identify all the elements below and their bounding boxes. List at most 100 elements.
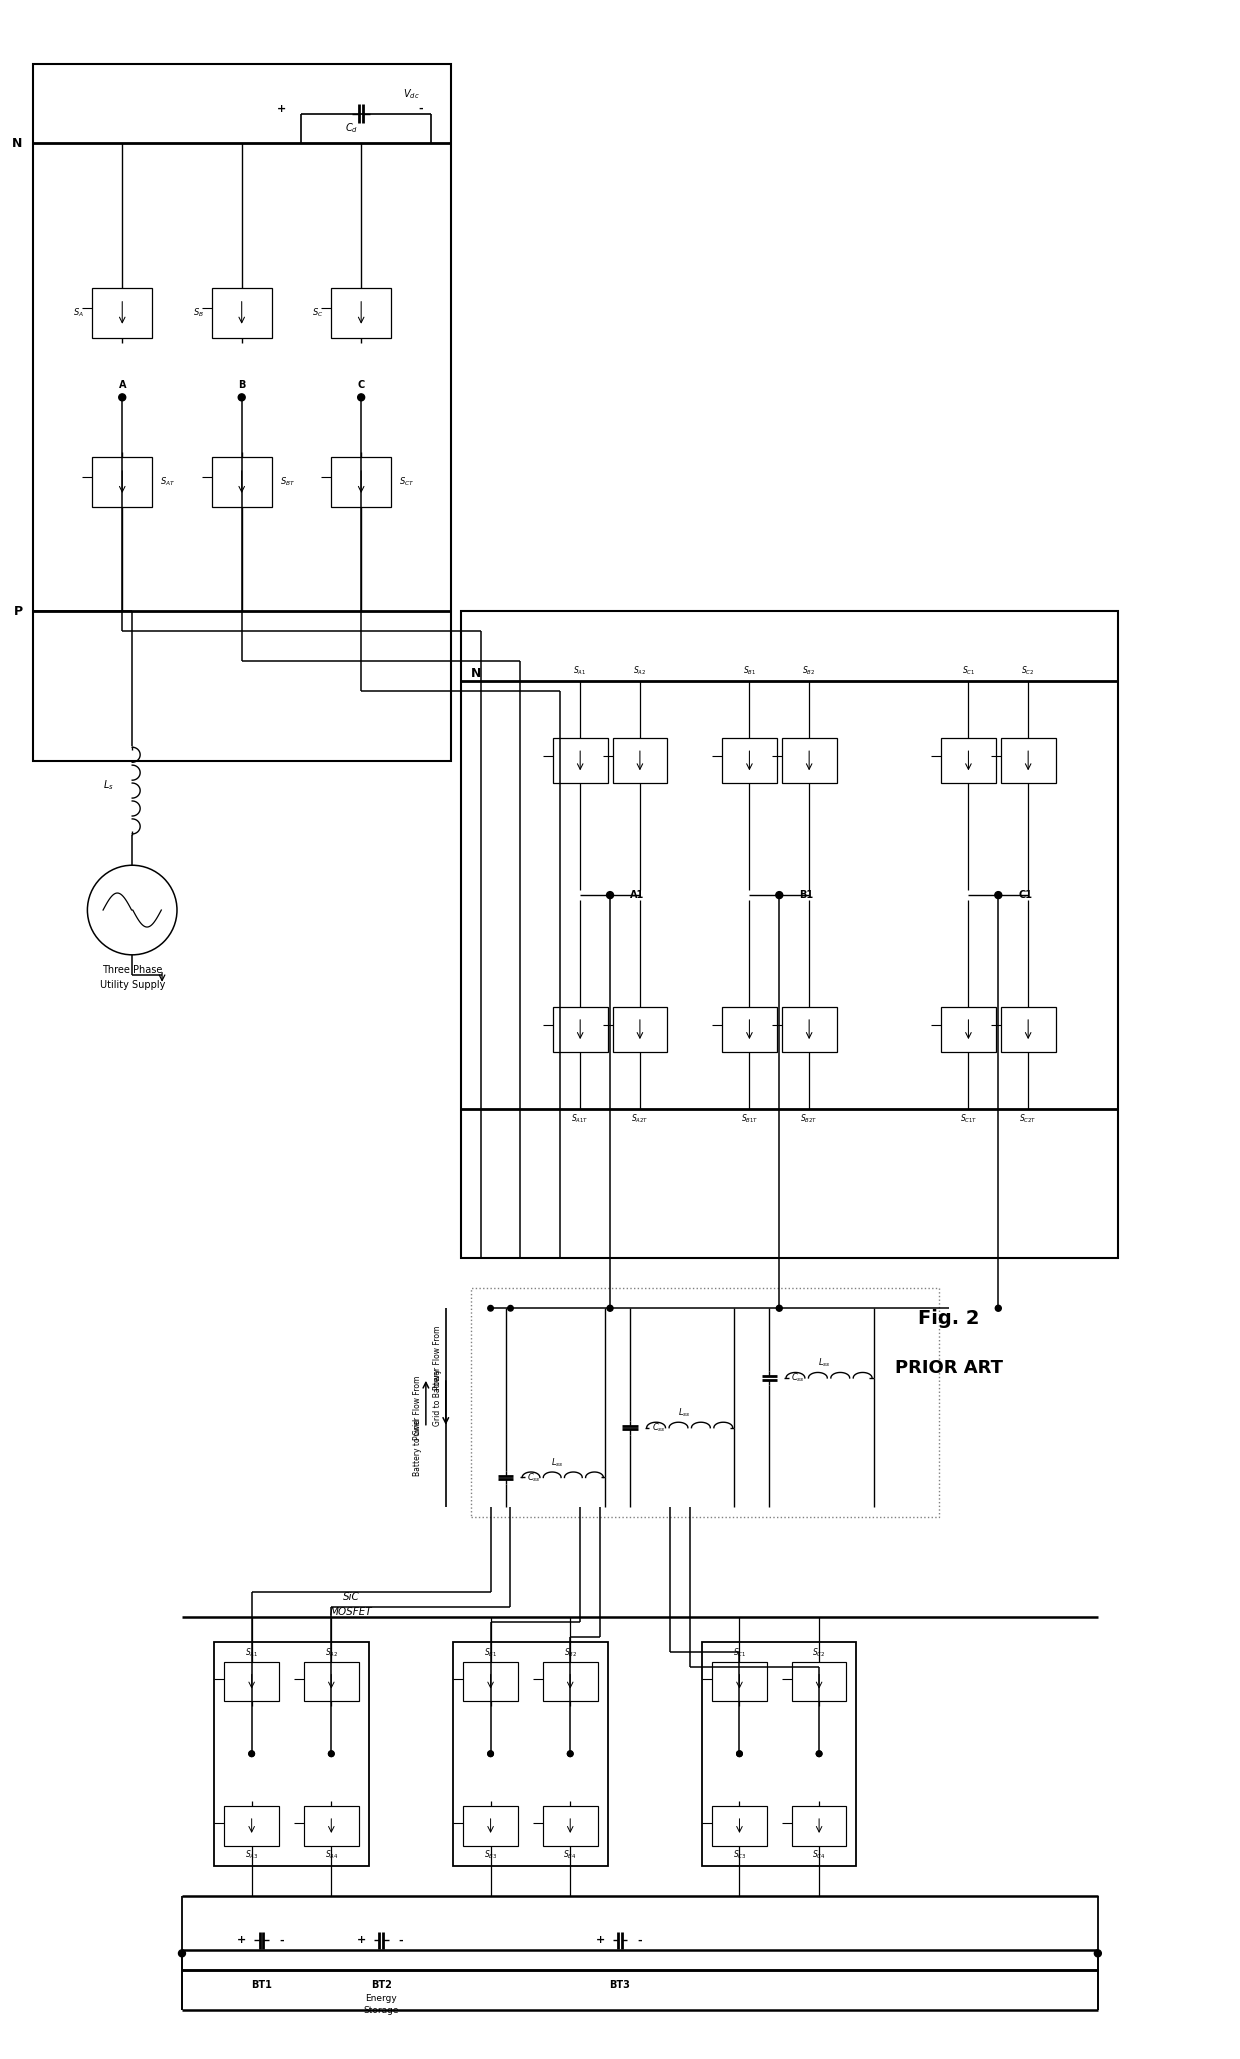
Text: $S_A$: $S_A$	[73, 307, 84, 319]
Bar	[722, 739, 776, 782]
Text: $S_{B3}$: $S_{B3}$	[484, 1849, 497, 1861]
Text: $S_{B1T}$: $S_{B1T}$	[740, 1112, 758, 1126]
Circle shape	[329, 1750, 334, 1756]
Circle shape	[1095, 1950, 1101, 1956]
Bar	[92, 288, 153, 338]
Text: $S_{A2}$: $S_{A2}$	[325, 1647, 339, 1660]
Bar	[454, 1641, 608, 1865]
Text: $L_{ss}$: $L_{ss}$	[817, 1357, 831, 1369]
Bar	[613, 1007, 667, 1052]
Text: MOSFET: MOSFET	[330, 1606, 372, 1616]
Bar	[781, 1007, 837, 1052]
Text: $V_{dc}$: $V_{dc}$	[403, 86, 419, 101]
Text: Utility Supply: Utility Supply	[99, 980, 165, 990]
Circle shape	[776, 1305, 782, 1312]
Text: $S_{B1}$: $S_{B1}$	[743, 665, 756, 677]
Text: $C_d$: $C_d$	[345, 121, 358, 136]
Text: $L_{ss}$: $L_{ss}$	[678, 1406, 691, 1419]
Text: -: -	[399, 1935, 403, 1946]
Text: -: -	[279, 1935, 284, 1946]
Text: -: -	[419, 103, 423, 113]
Bar	[941, 739, 996, 782]
Circle shape	[119, 393, 125, 402]
Text: Storage: Storage	[363, 2005, 399, 2014]
Text: $C_{ss}$: $C_{ss}$	[527, 1472, 541, 1485]
Text: N: N	[471, 667, 481, 679]
Circle shape	[357, 393, 365, 402]
Text: B1: B1	[800, 889, 813, 900]
Text: Power Flow From: Power Flow From	[433, 1326, 443, 1390]
Bar	[1001, 1007, 1055, 1052]
Text: $S_{C1}$: $S_{C1}$	[962, 665, 975, 677]
Text: $S_{B2}$: $S_{B2}$	[563, 1647, 577, 1660]
Text: $S_{A1}$: $S_{A1}$	[246, 1647, 258, 1660]
Text: $S_{B1}$: $S_{B1}$	[484, 1647, 497, 1660]
Bar	[304, 1806, 358, 1845]
Text: +: +	[277, 103, 286, 113]
Text: $S_{CT}$: $S_{CT}$	[399, 476, 414, 488]
Text: Fig. 2: Fig. 2	[918, 1310, 980, 1328]
Text: $S_{C2}$: $S_{C2}$	[812, 1647, 826, 1660]
Text: $S_{C1T}$: $S_{C1T}$	[960, 1112, 977, 1126]
Circle shape	[994, 892, 1002, 898]
Circle shape	[249, 1750, 254, 1756]
Bar	[32, 64, 451, 760]
Text: +: +	[595, 1935, 605, 1946]
Bar	[702, 1641, 857, 1865]
Text: A1: A1	[630, 889, 645, 900]
Bar	[471, 1289, 939, 1517]
Text: $S_{A2T}$: $S_{A2T}$	[631, 1112, 649, 1126]
Text: $S_{A2}$: $S_{A2}$	[634, 665, 646, 677]
Text: $S_{AT}$: $S_{AT}$	[160, 476, 175, 488]
Text: $S_{B2T}$: $S_{B2T}$	[800, 1112, 818, 1126]
Text: P: P	[14, 605, 22, 618]
Text: PRIOR ART: PRIOR ART	[894, 1359, 1002, 1377]
Text: $S_C$: $S_C$	[312, 307, 324, 319]
Text: +: +	[357, 1935, 366, 1946]
Bar	[224, 1662, 279, 1701]
Circle shape	[606, 892, 614, 898]
Circle shape	[238, 393, 246, 402]
Circle shape	[776, 892, 782, 898]
Bar	[212, 457, 272, 507]
Text: $C_{ss}$: $C_{ss}$	[791, 1371, 805, 1384]
Text: B: B	[238, 381, 246, 391]
Circle shape	[816, 1750, 822, 1756]
Text: N: N	[12, 138, 22, 150]
Text: SiC: SiC	[342, 1592, 360, 1602]
Bar	[712, 1662, 766, 1701]
Text: A: A	[119, 381, 126, 391]
Circle shape	[996, 1305, 1001, 1312]
Bar	[722, 1007, 776, 1052]
Text: $C_{ss}$: $C_{ss}$	[652, 1421, 666, 1433]
Bar	[92, 457, 153, 507]
Circle shape	[568, 1750, 573, 1756]
Text: +: +	[237, 1935, 247, 1946]
Text: $S_{A1}$: $S_{A1}$	[573, 665, 587, 677]
Circle shape	[737, 1750, 743, 1756]
Bar	[941, 1007, 996, 1052]
Text: BT2: BT2	[371, 1981, 392, 1991]
Text: $L_{ss}$: $L_{ss}$	[552, 1456, 564, 1468]
Circle shape	[737, 1750, 743, 1756]
Circle shape	[487, 1305, 494, 1312]
Circle shape	[568, 1750, 573, 1756]
Text: $S_{A1T}$: $S_{A1T}$	[572, 1112, 589, 1126]
Text: Battery to Grid: Battery to Grid	[413, 1419, 423, 1476]
Circle shape	[608, 1305, 613, 1312]
Bar	[543, 1662, 598, 1701]
Text: Grid to Battery: Grid to Battery	[433, 1369, 443, 1427]
Text: BT1: BT1	[252, 1981, 272, 1991]
Bar	[461, 612, 1117, 1258]
Bar	[613, 739, 667, 782]
Bar	[464, 1806, 518, 1845]
Circle shape	[249, 1750, 254, 1756]
Circle shape	[507, 1305, 513, 1312]
Text: $S_{A4}$: $S_{A4}$	[325, 1849, 339, 1861]
Bar	[1001, 739, 1055, 782]
Bar	[212, 288, 272, 338]
Bar	[215, 1641, 368, 1865]
Text: $S_B$: $S_B$	[193, 307, 203, 319]
Circle shape	[179, 1950, 186, 1956]
Bar	[543, 1806, 598, 1845]
